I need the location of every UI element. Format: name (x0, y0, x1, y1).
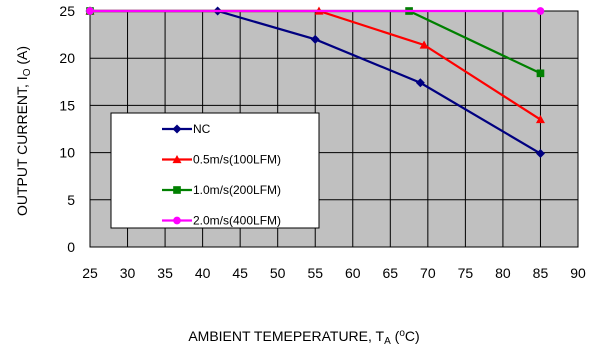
x-tick-label: 40 (195, 265, 211, 281)
legend-items: NC 0.5m/s(100LFM) 1.0m/s(200LFM) 2.0m/s(400… (162, 122, 281, 228)
legend-item: 0.5m/s(100LFM) (162, 153, 281, 167)
x-tick-label: 75 (458, 265, 474, 281)
legend-label: 0.5m/s(100LFM) (193, 153, 281, 167)
data-point-diamond-marker (415, 78, 425, 88)
data-point-diamond-marker (310, 34, 320, 44)
x-tick-label: 80 (495, 265, 511, 281)
data-point-diamond-marker (535, 149, 545, 159)
data-point-triangle-marker (535, 115, 545, 124)
data-point-square-marker (173, 186, 181, 194)
x-tick-label: 45 (232, 265, 248, 281)
y-tick-labels: 0 5 10 15 20 25 (59, 3, 75, 255)
legend-item: 2.0m/s(400LFM) (162, 214, 281, 228)
x-tick-label: 90 (570, 265, 586, 281)
legend-box (110, 112, 320, 229)
legend-item: 1.0m/s(200LFM) (162, 183, 281, 197)
y-tick-label: 15 (59, 97, 75, 113)
series-4 (86, 7, 545, 15)
data-point-diamond-marker (172, 124, 182, 134)
y-tick-label: 10 (59, 145, 75, 161)
x-tick-label: 85 (533, 265, 549, 281)
data-point-circle-marker (173, 216, 181, 225)
x-tick-label: 25 (82, 265, 98, 281)
data-point-circle-marker (536, 7, 545, 15)
y-tick-label: 20 (59, 50, 75, 66)
x-tick-labels: 25 30 35 40 45 50 55 60 65 70 75 80 85 90 (82, 265, 586, 281)
x-tick-label: 65 (383, 265, 399, 281)
x-tick-label: 50 (270, 265, 286, 281)
y-tick-label: 0 (67, 239, 75, 255)
data-point-triangle-marker (419, 40, 429, 49)
x-tick-label: 70 (420, 265, 436, 281)
data-point-triangle-marker (172, 155, 182, 164)
data-point-square-marker (536, 69, 545, 78)
legend-item: NC (162, 122, 211, 136)
x-axis-title: AMBIENT TEMEPERATURE, TA (oC) (188, 328, 419, 347)
y-axis-title: OUTPUT CURRENT, IO (A) (14, 46, 33, 216)
y-tick-label: 5 (67, 192, 75, 208)
x-tick-label: 35 (157, 265, 173, 281)
x-tick-label: 30 (120, 265, 136, 281)
legend-label: NC (193, 122, 211, 136)
legend-label: 2.0m/s(400LFM) (193, 214, 281, 228)
data-point-circle-marker (86, 7, 94, 15)
legend: NC 0.5m/s(100LFM) 1.0m/s(200LFM) 2.0m/s(400… (110, 112, 320, 229)
x-tick-label: 60 (345, 265, 361, 281)
y-tick-label: 25 (59, 3, 75, 19)
series-layer (85, 6, 545, 159)
x-tick-label: 55 (307, 265, 323, 281)
legend-label: 1.0m/s(200LFM) (193, 183, 281, 197)
